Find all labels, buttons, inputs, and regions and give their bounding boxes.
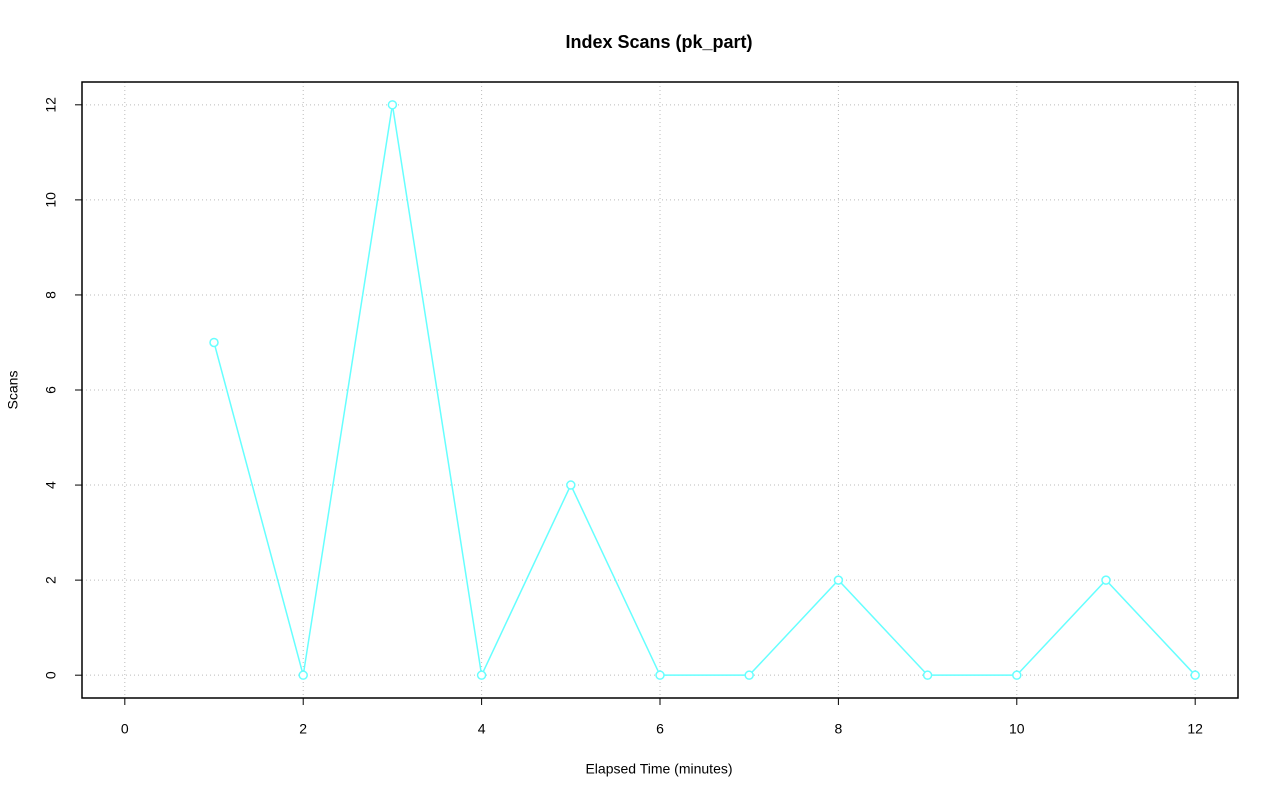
data-point [833,575,844,585]
y-tick-label: 0 [43,671,59,679]
y-tick-label: 4 [43,481,59,489]
x-tick-label: 2 [299,721,307,737]
data-point [922,670,933,680]
x-tick-label: 4 [478,721,486,737]
y-tick-label: 8 [43,291,59,299]
x-tick-label: 8 [834,721,842,737]
y-tick-label: 2 [43,576,59,584]
x-tick-label: 6 [656,721,664,737]
chart-title: Index Scans (pk_part) [565,32,752,52]
x-tick-label: 0 [121,721,129,737]
data-point [655,670,665,680]
plot-frame [81,81,1239,699]
y-tick-label: 10 [43,192,59,208]
data-point [209,337,219,348]
x-tick-label: 10 [1009,721,1025,737]
data-point [476,670,487,680]
data-point [744,670,754,680]
data-point [298,670,308,680]
data-point [1012,670,1022,680]
y-axis-label: Scans [5,371,21,410]
data-line [213,104,1196,678]
x-axis-label: Elapsed Time (minutes) [585,761,732,777]
data-point [1190,670,1200,680]
y-tick-label: 6 [43,386,59,394]
y-tick-label: 12 [43,97,59,113]
data-point [1101,575,1111,585]
x-tick-label: 12 [1187,721,1203,737]
data-point [387,100,398,110]
data-point [566,480,576,490]
